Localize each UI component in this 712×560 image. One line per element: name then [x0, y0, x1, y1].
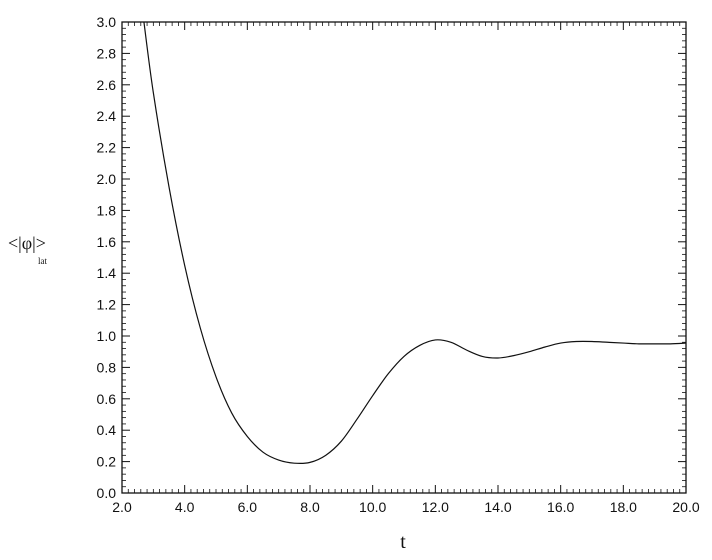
y-tick-label: 3.0 [97, 14, 117, 30]
plot-border [121, 21, 687, 494]
y-tick-label: 0.6 [97, 391, 117, 407]
y-tick-label: 1.2 [97, 297, 117, 313]
x-axis: 2.0 4.0 6.0 8.0 10.0 12.0 14.0 16.0 18.0 20.0 [112, 22, 700, 515]
x-tick-label: 16.0 [547, 499, 574, 515]
plot-area [121, 21, 687, 494]
x-tick-label: 20.0 [672, 499, 699, 515]
y-tick-label: 2.6 [97, 77, 117, 93]
y-tick-label: 1.0 [97, 328, 117, 344]
y-axis: 0.0 0.2 0.4 0.6 0.8 1.0 1.2 1.4 1.6 1.8 2.0 2.2 2.4 2… [97, 14, 686, 501]
y-tick-label: 1.6 [97, 234, 117, 250]
x-tick-label: 18.0 [610, 499, 637, 515]
y-tick-label: 1.4 [97, 265, 117, 281]
x-axis-label: t [400, 531, 406, 553]
y-tick-label: 1.8 [97, 202, 117, 218]
y-axis-label: <|φ|> [8, 233, 46, 253]
y-tick-label: 0.0 [97, 485, 117, 501]
y-axis-label-subscript: lat [38, 256, 47, 266]
y-tick-label: 2.2 [97, 140, 117, 156]
y-tick-label: 0.8 [97, 359, 117, 375]
y-tick-label: 2.4 [97, 108, 117, 124]
y-tick-label: 0.4 [97, 422, 117, 438]
x-tick-label: 2.0 [112, 499, 132, 515]
x-tick-label: 12.0 [422, 499, 449, 515]
x-tick-label: 6.0 [238, 499, 258, 515]
y-tick-label: 2.0 [97, 171, 117, 187]
x-tick-label: 10.0 [359, 499, 386, 515]
y-tick-label: 2.8 [97, 45, 117, 61]
y-tick-label: 0.2 [97, 454, 117, 470]
data-series-line [143, 21, 687, 465]
x-tick-label: 4.0 [175, 499, 195, 515]
x-tick-label: 8.0 [300, 499, 320, 515]
x-tick-label: 14.0 [484, 499, 511, 515]
